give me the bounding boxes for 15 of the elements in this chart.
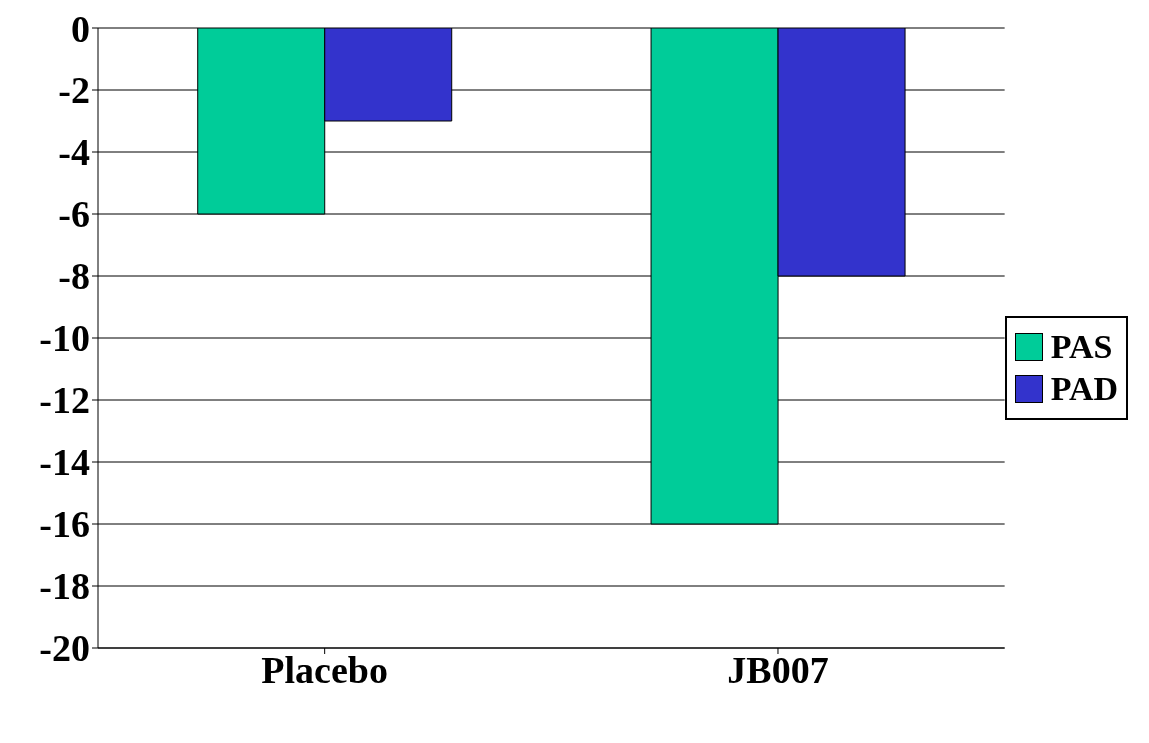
y-tick-label: -16 [39,503,90,546]
y-tick-label: -6 [58,193,90,236]
y-tick-label: 0 [71,7,90,50]
y-tick-label: -14 [39,441,90,484]
y-tick-label: -10 [39,317,90,360]
y-tick-label: -20 [39,627,90,670]
y-tick-label: -4 [58,131,90,174]
legend-label: PAD [1050,370,1118,408]
y-tick-label: -18 [39,565,90,608]
y-tick-label: -2 [58,69,90,112]
legend-label: PAS [1050,328,1113,366]
x-tick-label: JB007 [727,648,829,691]
x-tick-label: Placebo [261,648,388,691]
y-tick-label: -8 [58,255,90,298]
y-tick-label: -12 [39,379,90,422]
